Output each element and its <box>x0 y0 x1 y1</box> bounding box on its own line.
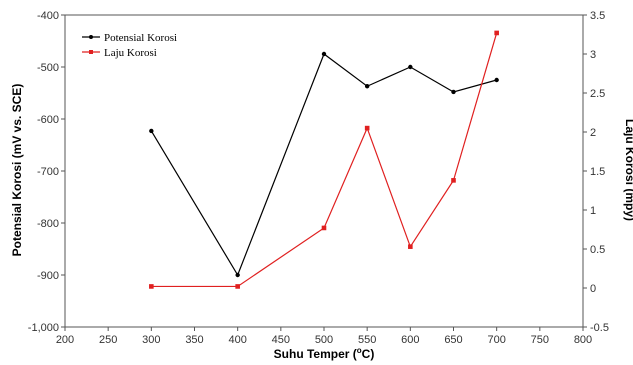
x-tick-label: 500 <box>315 334 333 346</box>
legend-marker-potensial <box>89 35 93 39</box>
x-tick-label: 550 <box>358 334 376 346</box>
x-tick-label: 750 <box>531 334 549 346</box>
series-layer <box>149 30 499 289</box>
right-tick-label: 1 <box>590 205 596 217</box>
data-point-laju <box>149 284 154 289</box>
data-point-potensial <box>494 77 499 83</box>
data-point-laju <box>364 125 370 131</box>
legend-label-laju: Laju Korosi <box>104 47 157 59</box>
left-y-axis: -1,000 -900 -800 -700 -600 -500 -400 <box>28 10 65 334</box>
data-point-laju <box>494 30 499 36</box>
data-point-laju <box>408 244 413 249</box>
x-tick-label: 200 <box>56 334 74 346</box>
plot-area <box>64 14 584 328</box>
data-point-laju <box>451 178 456 183</box>
x-tick-label: 600 <box>401 334 419 346</box>
x-tick-label: 700 <box>487 334 505 346</box>
left-axis-title: Potensial Korosi (mV vs. SCE) <box>10 84 24 257</box>
x-tick-label: 350 <box>185 334 203 346</box>
x-tick-label: 250 <box>99 334 117 346</box>
right-tick-label: 3.5 <box>590 10 605 22</box>
right-tick-label: 1.5 <box>590 166 605 178</box>
left-tick-label: -700 <box>37 166 59 178</box>
x-tick-label: 400 <box>228 334 246 346</box>
right-tick-label: -0.5 <box>590 322 609 334</box>
x-tick-label: 300 <box>142 334 160 346</box>
legend: Potensial Korosi Laju Korosi <box>82 32 177 59</box>
data-point-potensial <box>364 84 370 89</box>
x-tick-label: 800 <box>574 334 592 346</box>
x-axis-title: Suhu Temper (oC) <box>274 346 375 361</box>
right-tick-label: 2 <box>590 127 596 139</box>
series-line-potensial <box>150 53 497 277</box>
data-point-laju <box>321 225 327 231</box>
x-axis: 200 250 300 350 400 450 500 550 600 650 700 750 800 <box>56 327 592 346</box>
left-tick-label: -600 <box>37 114 59 126</box>
left-tick-label: -800 <box>37 218 59 230</box>
right-tick-label: 0 <box>590 283 596 295</box>
right-tick-label: 0.5 <box>590 244 605 256</box>
right-y-axis: -0.5 0 0.5 1 1.5 2 2.5 3 3.5 <box>583 10 609 334</box>
data-point-potensial <box>235 272 240 278</box>
data-point-potensial <box>408 64 413 70</box>
left-tick-label: -400 <box>37 10 59 22</box>
legend-label-potensial: Potensial Korosi <box>104 32 177 44</box>
right-axis-title: Laju Korosi (mpy) <box>623 119 633 221</box>
x-tick-label: 450 <box>272 334 290 346</box>
x-tick-label: 650 <box>444 334 462 346</box>
series-line-laju <box>151 32 498 288</box>
left-tick-label: -500 <box>37 62 59 74</box>
right-tick-label: 2.5 <box>590 88 605 100</box>
left-tick-label: -1,000 <box>28 322 59 334</box>
data-point-laju <box>235 284 240 289</box>
data-point-potensial <box>321 51 327 57</box>
data-point-potensial <box>149 128 154 134</box>
data-point-potensial <box>451 89 456 95</box>
right-tick-label: 3 <box>590 49 596 61</box>
left-tick-label: -900 <box>37 270 59 282</box>
legend-marker-laju <box>89 50 93 54</box>
